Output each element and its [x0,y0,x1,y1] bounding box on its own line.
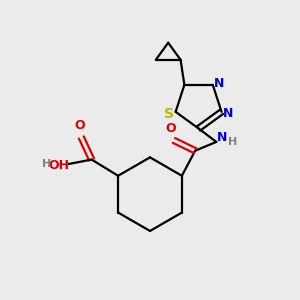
Text: H: H [42,159,52,169]
Text: OH: OH [49,159,70,172]
Text: S: S [164,107,174,121]
Text: O: O [166,122,176,135]
Text: N: N [214,77,224,90]
Text: H: H [228,137,237,147]
Text: O: O [74,119,85,132]
Text: N: N [216,131,227,144]
Text: N: N [223,107,233,120]
